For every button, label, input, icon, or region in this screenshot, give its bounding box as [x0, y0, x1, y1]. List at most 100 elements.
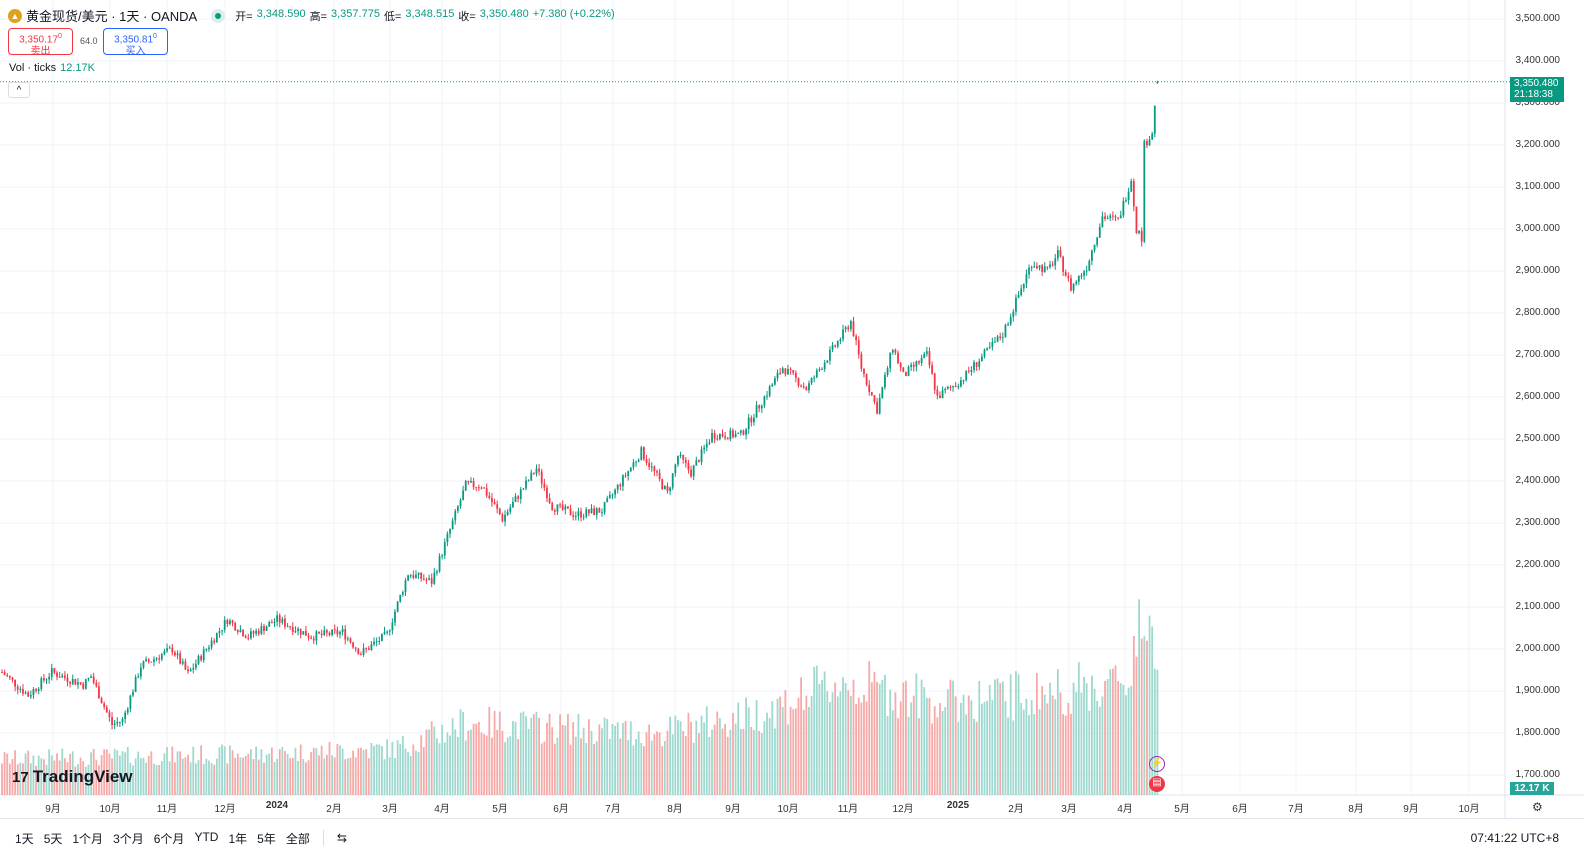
- volume-bar: [525, 716, 527, 795]
- volume-bar: [218, 747, 221, 795]
- compare-range-icon[interactable]: ⇆: [336, 831, 347, 845]
- volume-bar: [210, 763, 213, 795]
- volume-bar: [514, 721, 517, 795]
- candle: [504, 514, 506, 522]
- candle: [166, 648, 168, 652]
- range-button[interactable]: 1个月: [72, 831, 104, 846]
- candle: [669, 487, 671, 492]
- time-tick: 3月: [382, 804, 398, 815]
- candle: [585, 509, 588, 517]
- candle: [891, 349, 894, 353]
- candle: [409, 575, 412, 577]
- volume-bar: [800, 677, 802, 795]
- collapse-legend-button[interactable]: ^: [8, 82, 30, 98]
- volume-bar: [171, 746, 174, 795]
- volume-bar: [703, 722, 706, 795]
- range-button[interactable]: 5天: [43, 831, 63, 846]
- volume-bar: [590, 730, 593, 795]
- candle: [980, 356, 983, 362]
- lightning-event-icon[interactable]: ⚡: [1149, 756, 1165, 772]
- volume-bar: [532, 714, 535, 795]
- volume-bar: [58, 760, 61, 795]
- volume-bar: [90, 752, 92, 795]
- candle: [842, 329, 844, 340]
- volume-bar: [263, 762, 265, 795]
- volume-bar: [187, 754, 189, 795]
- candle: [1106, 217, 1109, 219]
- candle: [695, 460, 698, 466]
- price-chart[interactable]: [0, 0, 1584, 818]
- volume-bar: [1001, 681, 1004, 795]
- candle: [383, 631, 386, 634]
- range-button[interactable]: 1天: [15, 831, 34, 846]
- range-button[interactable]: 全部: [285, 831, 310, 846]
- candle: [242, 629, 244, 637]
- candle: [1093, 244, 1096, 251]
- volume-bar: [1077, 662, 1080, 795]
- volume-bar: [365, 749, 368, 795]
- volume-bar: [823, 671, 826, 795]
- time-tick: 11月: [837, 804, 859, 815]
- candle: [920, 357, 923, 363]
- candle: [690, 469, 692, 477]
- candle: [56, 672, 58, 677]
- candle: [1088, 260, 1091, 271]
- candle: [815, 370, 818, 378]
- candle: [598, 508, 601, 513]
- candle: [781, 368, 784, 374]
- candle: [1043, 266, 1046, 273]
- candle: [1122, 201, 1125, 216]
- volume-bar: [970, 700, 973, 795]
- candle: [1085, 270, 1088, 272]
- time-tick: 9月: [45, 804, 61, 815]
- candle: [595, 508, 598, 515]
- candle: [375, 641, 378, 643]
- candle: [648, 462, 651, 467]
- volume-bar: [119, 755, 121, 795]
- volume-bar: [43, 759, 45, 795]
- range-button[interactable]: YTD: [194, 829, 219, 844]
- candle: [126, 708, 129, 713]
- candle: [847, 327, 850, 330]
- volume-bar: [698, 733, 700, 795]
- volume-bar: [894, 692, 897, 795]
- symbol-header[interactable]: ▲ 黄金现货/美元 · 1天 · OANDA 开= 3,348.590 高= 3,3…: [8, 6, 615, 25]
- buy-button[interactable]: 3,350.810 买入: [103, 28, 168, 57]
- volume-bar: [197, 760, 200, 795]
- candle: [747, 417, 750, 430]
- volume-bar: [79, 757, 82, 795]
- range-button[interactable]: 6个月: [153, 831, 185, 846]
- volume-legend[interactable]: Vol · ticks 12.17K: [9, 62, 95, 74]
- candle: [464, 480, 467, 491]
- range-button[interactable]: 5年: [257, 831, 276, 846]
- volume-bar: [878, 683, 881, 795]
- candle: [960, 380, 962, 387]
- candle: [954, 385, 957, 387]
- time-tick: 2024: [265, 800, 289, 811]
- candle: [910, 364, 913, 367]
- candle: [826, 360, 829, 363]
- sell-button[interactable]: 3,350.170 卖出: [8, 28, 73, 57]
- volume-bar: [805, 695, 808, 795]
- range-button[interactable]: 3个月: [113, 831, 144, 846]
- candle: [582, 516, 585, 518]
- volume-bar: [821, 679, 823, 795]
- range-button[interactable]: 1年: [228, 831, 248, 846]
- candle: [1117, 217, 1120, 219]
- volume-bar: [462, 712, 465, 795]
- us-flag-event-icon[interactable]: ▤: [1149, 776, 1165, 792]
- candle: [496, 504, 499, 509]
- volume-bar: [1033, 714, 1036, 795]
- candle: [467, 480, 470, 483]
- candle: [325, 630, 328, 633]
- clock[interactable]: 07:41:22 UTC+8: [1470, 831, 1559, 845]
- candle: [95, 682, 98, 687]
- volume-bar: [661, 746, 664, 795]
- volume-bar: [732, 712, 734, 795]
- candle: [802, 386, 805, 388]
- volume-bar: [763, 721, 766, 795]
- candle: [87, 677, 90, 680]
- candle: [724, 436, 727, 439]
- candle: [797, 377, 800, 386]
- settings-icon[interactable]: ⚙: [1532, 800, 1543, 814]
